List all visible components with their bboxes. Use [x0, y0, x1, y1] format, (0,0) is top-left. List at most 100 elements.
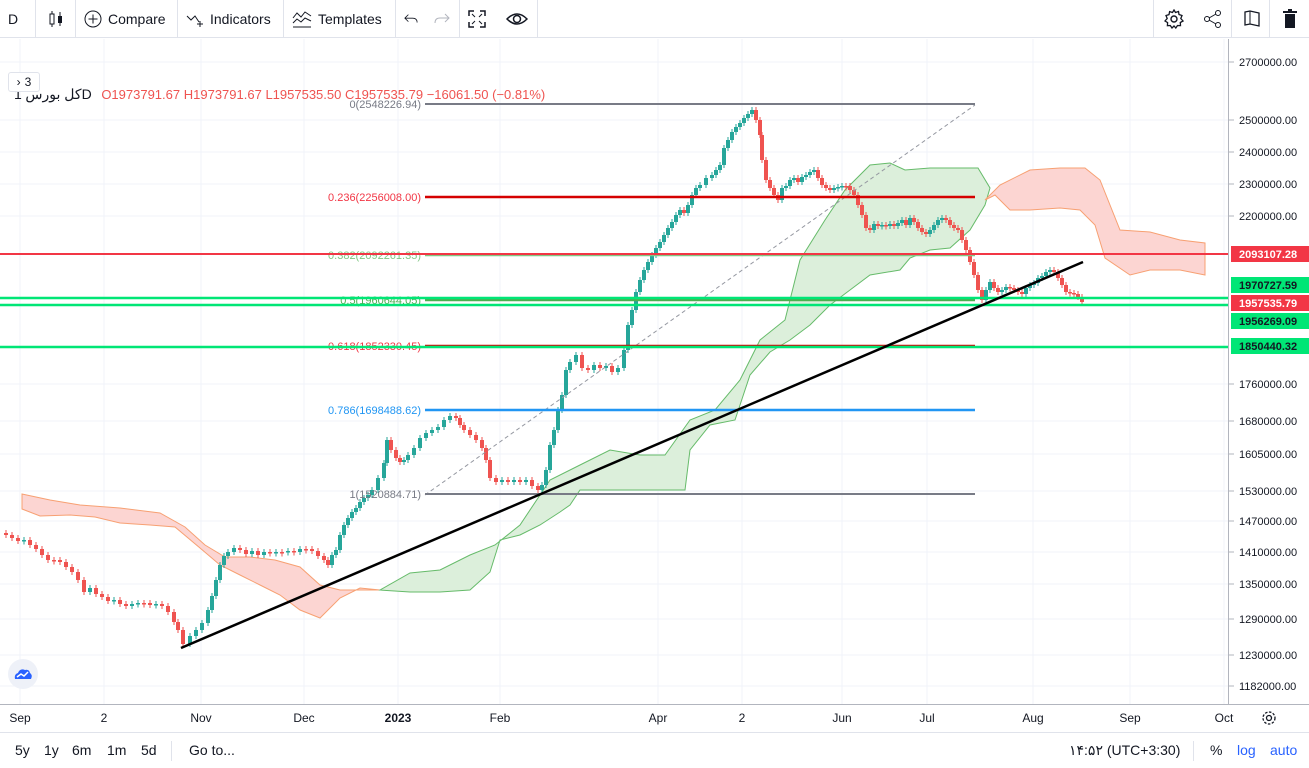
candle-down	[304, 549, 308, 551]
share-button[interactable]	[1193, 0, 1233, 38]
candle-down	[394, 450, 398, 458]
auto-toggle[interactable]: auto	[1270, 742, 1298, 758]
candle-up	[616, 368, 620, 372]
symbol-search-button[interactable]: D	[0, 0, 36, 38]
candle-up	[792, 178, 796, 180]
candle-down	[244, 550, 248, 554]
tradingview-logo[interactable]	[8, 659, 38, 689]
candle-down	[964, 240, 968, 250]
time-axis[interactable]: Sep 2 Nov Dec 2023 Feb Apr 2 Jun Jul Aug Sep Oct	[0, 704, 1309, 732]
candle-up	[436, 427, 440, 430]
price-axis[interactable]: 2700000.00 2500000.00 2400000.00 2300000.00…	[1228, 39, 1309, 704]
candle-down	[754, 110, 758, 120]
candle-down	[100, 594, 104, 597]
time-tick-label: 2	[739, 711, 746, 725]
candle-down	[160, 604, 164, 606]
candle-up	[382, 463, 386, 478]
price-tick-label: 2300000.00	[1239, 179, 1297, 191]
candle-down	[398, 458, 402, 462]
candle-up	[642, 270, 646, 280]
fullscreen-icon	[468, 9, 486, 28]
indicators-collapse-button[interactable]: › 3	[8, 72, 40, 92]
candle-up	[358, 502, 362, 508]
candle-down	[506, 480, 510, 482]
candle-up	[908, 218, 912, 225]
candle-down	[848, 186, 852, 190]
candle-up	[22, 540, 26, 542]
chart-pane[interactable]: 0(2548226.94) 0.236(2256008.00) 0.382(20…	[0, 39, 1228, 704]
range-6m[interactable]: 6m	[72, 742, 92, 758]
candle-up	[214, 580, 218, 596]
candle-down	[238, 548, 242, 550]
price-badge	[1231, 295, 1309, 311]
hide-drawings-button[interactable]	[498, 0, 538, 38]
fib-retracement[interactable]: 0(2548226.94) 0.236(2256008.00) 0.382(20…	[328, 99, 975, 501]
candle-up	[800, 177, 804, 182]
time-tick-label: Jun	[832, 711, 851, 725]
price-tick-label: 1470000.00	[1239, 516, 1297, 528]
candle-down	[280, 552, 284, 554]
templates-icon	[292, 10, 312, 27]
candle-down	[462, 425, 466, 430]
grid-lines	[0, 39, 1228, 704]
candle-down	[980, 290, 984, 300]
candle-up	[366, 495, 370, 498]
candle-down	[598, 365, 602, 368]
candle-down	[916, 222, 920, 228]
price-tick-label: 1760000.00	[1239, 379, 1297, 391]
candle-down	[956, 228, 960, 230]
candle-up	[370, 490, 374, 495]
candle-up	[136, 603, 140, 605]
candle-up	[678, 210, 682, 215]
range-5d[interactable]: 5d	[141, 742, 157, 758]
collapsed-count: 3	[24, 75, 32, 89]
range-5y[interactable]: 5y	[15, 742, 30, 758]
candle-up	[194, 630, 198, 636]
go-to-date-button[interactable]: Go to...	[189, 742, 235, 758]
candle-up	[512, 480, 516, 482]
delete-button[interactable]	[1269, 0, 1309, 38]
candle-up	[1044, 272, 1048, 276]
time-tick-label: 2023	[385, 711, 412, 725]
undo-button[interactable]	[396, 0, 426, 38]
candle-up	[730, 132, 734, 140]
candle-down	[58, 560, 62, 562]
redo-button[interactable]	[426, 0, 460, 38]
price-tick-label: 1230000.00	[1239, 650, 1297, 662]
range-1m[interactable]: 1m	[107, 742, 127, 758]
candle-up	[704, 178, 708, 185]
compare-button[interactable]: Compare	[76, 0, 178, 38]
indicators-button[interactable]: Indicators	[178, 0, 284, 38]
candle-down	[820, 178, 824, 185]
settings-button[interactable]	[1153, 0, 1193, 38]
candle-down	[1056, 272, 1060, 278]
trend-line[interactable]	[180, 260, 1084, 650]
candle-up	[250, 551, 254, 554]
candle-up	[334, 550, 338, 555]
candle-up	[872, 224, 876, 230]
candle-down	[474, 435, 478, 440]
trash-icon	[1282, 9, 1297, 28]
candle-down	[868, 228, 872, 230]
range-1y[interactable]: 1y	[44, 742, 59, 758]
legend-interval[interactable]: 1D	[14, 86, 92, 102]
templates-button[interactable]: Templates	[284, 0, 396, 38]
price-tick-label: 1956269.09	[1239, 316, 1297, 328]
candle-up	[686, 205, 690, 213]
percent-toggle[interactable]: %	[1210, 742, 1223, 758]
candle-up	[808, 172, 812, 175]
log-toggle[interactable]: log	[1237, 742, 1256, 758]
candle-down	[758, 120, 762, 135]
snapshot-button[interactable]	[1231, 0, 1271, 38]
candle-up	[448, 416, 452, 420]
candle-up	[286, 551, 290, 553]
chart-style-button[interactable]	[36, 0, 76, 38]
fullscreen-button[interactable]	[460, 0, 498, 38]
axis-settings-gear-icon[interactable]	[1262, 711, 1276, 725]
price-chart[interactable]: 0(2548226.94) 0.236(2256008.00) 0.382(20…	[0, 39, 1228, 704]
candle-up	[210, 596, 214, 610]
candle-down	[468, 430, 472, 435]
timezone-button[interactable]: ۱۴:۵۲ (UTC+3:30)	[1069, 742, 1181, 758]
candle-down	[976, 275, 980, 290]
candle-down	[884, 225, 888, 227]
